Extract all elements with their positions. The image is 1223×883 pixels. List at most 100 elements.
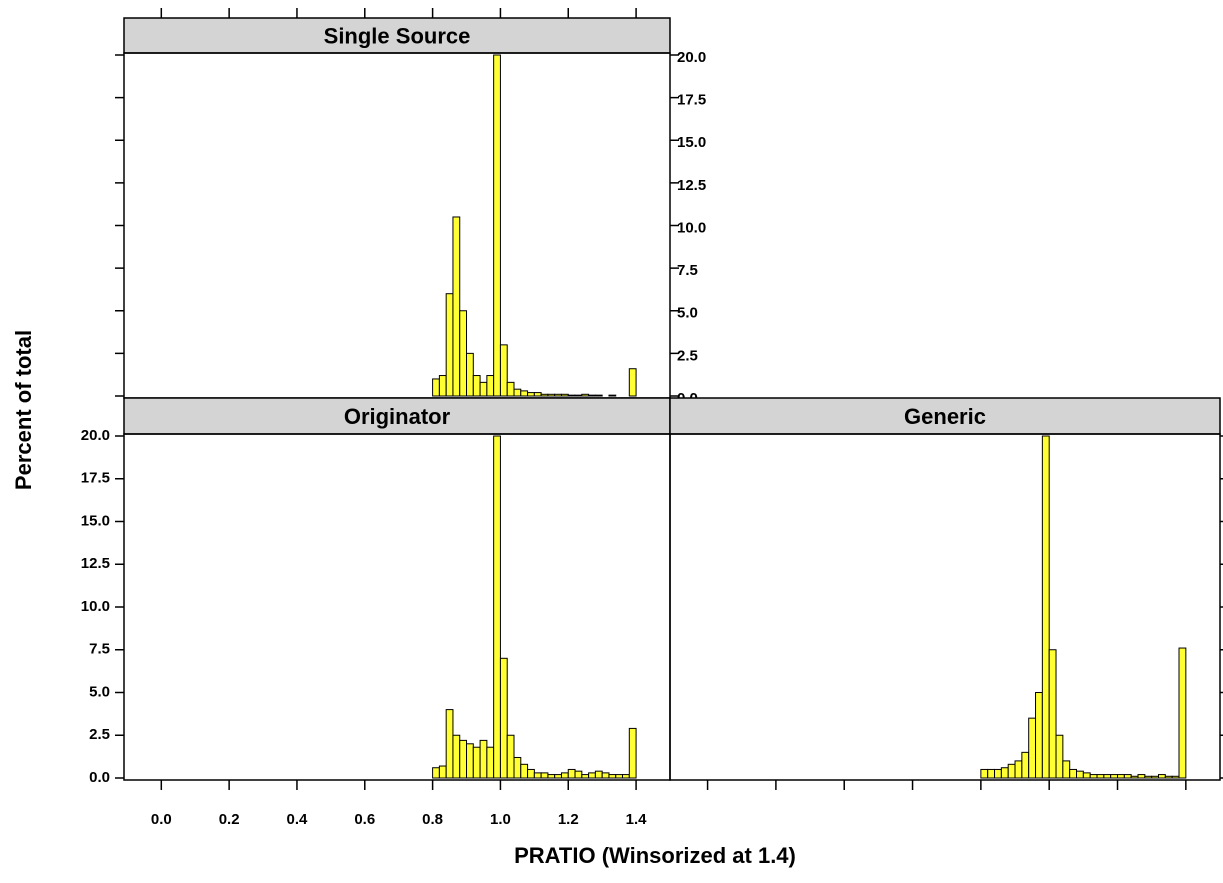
bar xyxy=(588,394,596,397)
bar xyxy=(459,739,468,779)
bar xyxy=(994,768,1002,779)
bar xyxy=(540,393,549,397)
panel-title: Originator xyxy=(344,404,451,429)
bar xyxy=(540,772,549,779)
bar xyxy=(1062,760,1071,779)
bar xyxy=(554,774,562,779)
bar xyxy=(1137,774,1146,779)
bar xyxy=(466,352,474,397)
strip xyxy=(123,17,671,54)
bar xyxy=(1021,751,1030,779)
bar xyxy=(1000,767,1009,779)
bar xyxy=(438,375,447,397)
bar xyxy=(493,54,501,397)
bar xyxy=(533,392,542,397)
bar xyxy=(547,393,556,397)
y-tick-label: 10.0 xyxy=(677,219,706,236)
y-tick-label: 17.5 xyxy=(677,92,706,109)
y-tick-label: 20.0 xyxy=(677,49,706,66)
bar xyxy=(445,709,454,779)
bar xyxy=(513,388,522,397)
bar xyxy=(1103,774,1112,779)
bar xyxy=(1151,775,1160,779)
bar xyxy=(615,774,624,779)
bar xyxy=(581,774,590,779)
bar xyxy=(1096,774,1105,779)
panel-title: Generic xyxy=(904,404,986,429)
bar xyxy=(520,390,529,397)
bar xyxy=(594,394,603,397)
bar xyxy=(601,772,610,779)
bar xyxy=(486,746,495,779)
x-tick-label: 0.8 xyxy=(422,811,443,828)
strip xyxy=(123,397,671,435)
bar xyxy=(527,392,535,397)
panel-title: Single Source xyxy=(324,23,471,48)
bar xyxy=(547,774,556,779)
bar xyxy=(554,393,562,397)
bar xyxy=(1014,760,1023,779)
bar xyxy=(574,394,583,397)
bar xyxy=(472,375,481,397)
bar xyxy=(1130,775,1139,779)
bar xyxy=(452,734,461,779)
bar xyxy=(980,768,989,779)
y-tick-label: 5.0 xyxy=(677,305,698,322)
bar xyxy=(1035,692,1043,779)
y-tick-label: 0.0 xyxy=(89,769,110,786)
bar xyxy=(533,772,542,779)
y-tick-label: 7.5 xyxy=(89,641,110,658)
bar xyxy=(493,435,501,779)
bar xyxy=(432,767,440,779)
bar xyxy=(1076,770,1084,779)
bar xyxy=(432,378,440,397)
bar xyxy=(1055,734,1064,779)
x-tick-label: 1.2 xyxy=(558,811,579,828)
y-tick-label: 15.0 xyxy=(677,134,706,151)
bar xyxy=(1048,649,1057,779)
bar xyxy=(628,368,637,397)
bar xyxy=(1117,774,1125,779)
bar xyxy=(499,657,508,779)
y-tick-label: 2.5 xyxy=(677,347,698,364)
x-tick-label: 1.4 xyxy=(626,811,648,828)
y-tick-label: 12.5 xyxy=(677,177,706,194)
bar xyxy=(499,344,508,397)
bar xyxy=(1171,775,1180,779)
bar xyxy=(520,763,529,779)
bar xyxy=(506,381,515,397)
bar xyxy=(527,768,535,779)
y-tick-label: 2.5 xyxy=(89,726,110,743)
bar xyxy=(445,293,454,397)
x-tick-label: 0.4 xyxy=(287,811,309,828)
y-tick-label: 5.0 xyxy=(89,683,110,700)
bar xyxy=(588,772,596,779)
y-tick-label: 12.5 xyxy=(81,555,110,572)
bar xyxy=(1082,772,1091,779)
panel-frame xyxy=(669,433,1221,781)
x-tick-label: 0.0 xyxy=(151,811,172,828)
bar xyxy=(472,746,481,779)
y-tick-label: 17.5 xyxy=(81,470,110,487)
bar xyxy=(574,770,583,779)
x-tick-label: 1.0 xyxy=(490,811,511,828)
bar xyxy=(567,768,576,779)
bar xyxy=(608,394,617,397)
x-tick-label: 0.2 xyxy=(219,811,240,828)
bar xyxy=(1144,775,1153,779)
y-axis-title: Percent of total xyxy=(11,330,36,490)
panel-frame xyxy=(123,433,671,781)
bar xyxy=(513,756,522,779)
bar xyxy=(581,393,590,397)
bar xyxy=(479,739,488,779)
bar xyxy=(1041,435,1050,779)
bar xyxy=(438,765,447,779)
y-tick-label: 15.0 xyxy=(81,512,110,529)
bar xyxy=(1007,763,1016,779)
bar xyxy=(1089,774,1098,779)
bar xyxy=(1178,647,1187,779)
bar xyxy=(466,743,474,779)
y-tick-label: 20.0 xyxy=(81,427,110,444)
y-tick-label: 7.5 xyxy=(677,262,698,279)
